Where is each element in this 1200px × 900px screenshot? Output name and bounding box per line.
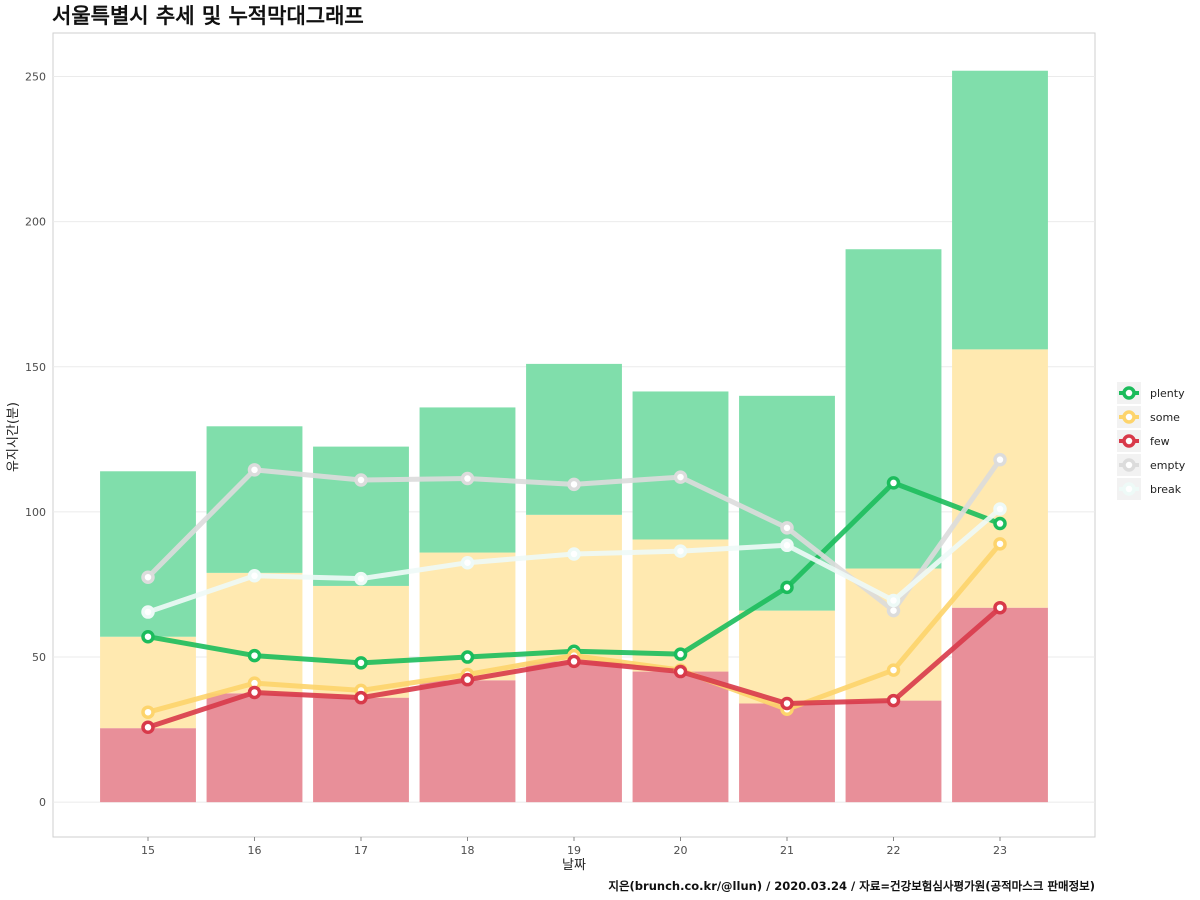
point-empty: [460, 471, 475, 486]
point-few: [354, 690, 368, 705]
point-break: [780, 538, 794, 553]
x-tick-label: 18: [461, 844, 475, 857]
point-break: [247, 569, 262, 583]
point-some: [886, 663, 901, 677]
point-few: [141, 720, 155, 735]
point-some: [993, 537, 1007, 551]
point-few: [673, 664, 688, 679]
point-break: [141, 605, 155, 619]
x-tick-label: 21: [780, 844, 794, 857]
point-empty: [354, 473, 368, 487]
bar-some: [313, 585, 409, 698]
bar-few: [419, 680, 516, 803]
point-break: [567, 547, 581, 561]
point-some: [141, 705, 155, 719]
legend-key-point: [1122, 410, 1136, 424]
y-tick-label: 150: [25, 361, 46, 374]
bar-few: [845, 700, 942, 803]
y-tick-label: 200: [25, 216, 46, 229]
point-few: [567, 654, 581, 669]
point-few: [886, 693, 901, 708]
x-tick-label: 16: [248, 844, 262, 857]
legend-key-point: [1122, 434, 1136, 448]
bar-plenty: [952, 70, 1048, 350]
x-tick-label: 19: [567, 844, 581, 857]
point-empty: [673, 470, 688, 484]
x-tick-label: 15: [141, 844, 155, 857]
x-tick-label: 20: [674, 844, 688, 857]
legend-label: plenty: [1150, 387, 1185, 400]
x-axis-ticks: 15 16 17 18 19 20 21 22 23: [141, 837, 1007, 857]
legend: plenty some few empty break: [1117, 382, 1186, 500]
bar-some: [739, 610, 835, 704]
bar-few: [313, 697, 409, 803]
point-few: [460, 672, 475, 687]
point-plenty: [780, 580, 794, 595]
y-axis-label: 유지시간(분): [6, 402, 21, 472]
point-empty: [780, 521, 794, 535]
legend-label: empty: [1150, 459, 1186, 472]
point-break: [354, 571, 368, 586]
point-break: [460, 555, 475, 570]
point-plenty: [354, 656, 368, 670]
point-plenty: [141, 629, 155, 644]
point-plenty: [460, 650, 475, 664]
x-tick-label: 17: [354, 844, 368, 857]
legend-label: some: [1150, 411, 1180, 424]
bar-some: [206, 572, 303, 694]
point-few: [993, 600, 1007, 615]
point-break: [673, 544, 688, 558]
point-plenty: [993, 516, 1007, 531]
trend-points: [141, 452, 1007, 735]
point-empty: [567, 477, 581, 492]
point-empty: [141, 570, 155, 584]
bar-few: [739, 703, 835, 803]
bar-few: [632, 671, 729, 803]
bar-some: [526, 514, 622, 662]
point-plenty: [886, 476, 901, 490]
bar-plenty: [526, 363, 622, 515]
bar-some: [952, 349, 1048, 608]
stacked-bars: [100, 70, 1048, 803]
legend-key-point: [1122, 386, 1136, 400]
y-tick-label: 100: [25, 506, 46, 519]
caption: 지은(brunch.co.kr/@llun) / 2020.03.24 / 자료…: [608, 879, 1095, 893]
x-tick-label: 23: [993, 844, 1007, 857]
legend-key-point: [1122, 458, 1136, 472]
legend-label: break: [1150, 483, 1182, 496]
bar-plenty: [632, 391, 729, 540]
bar-few: [526, 661, 622, 803]
bar-plenty: [845, 249, 942, 569]
bar-plenty: [313, 446, 409, 586]
point-empty: [993, 452, 1007, 467]
point-empty: [247, 463, 262, 477]
y-tick-label: 0: [39, 796, 46, 809]
point-break: [993, 502, 1007, 516]
point-few: [780, 696, 794, 711]
legend-label: few: [1150, 435, 1170, 448]
bar-few: [952, 607, 1048, 803]
x-axis-label: 날짜: [562, 858, 586, 873]
bar-plenty: [206, 426, 303, 573]
y-axis-ticks: 0 50 100 150 200 250: [25, 71, 46, 810]
bar-plenty: [739, 395, 835, 611]
legend-key-point: [1122, 482, 1136, 496]
bar-few: [100, 728, 196, 803]
point-break: [886, 593, 901, 608]
y-tick-label: 250: [25, 71, 46, 84]
bar-few: [206, 693, 303, 803]
y-tick-label: 50: [32, 651, 46, 664]
x-tick-label: 22: [887, 844, 901, 857]
chart-title: 서울특별시 추세 및 누적막대그래프: [52, 4, 364, 28]
point-plenty: [247, 648, 262, 663]
point-plenty: [673, 647, 688, 661]
point-few: [247, 685, 262, 700]
